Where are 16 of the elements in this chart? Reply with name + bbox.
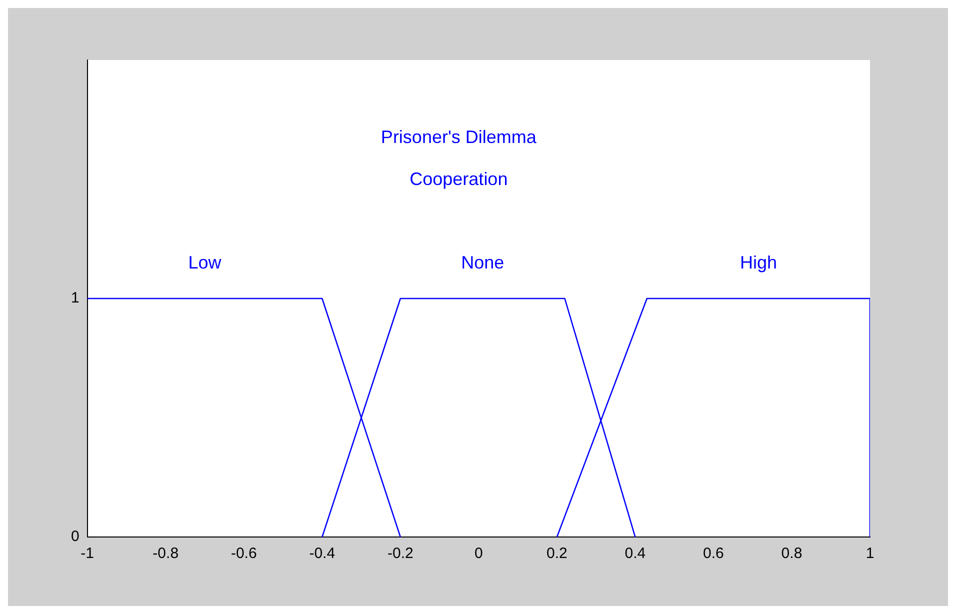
x-tick-label: -0.6 bbox=[230, 545, 257, 562]
x-tick-label: 0.4 bbox=[624, 545, 646, 562]
x-tick-label: -1 bbox=[80, 545, 94, 562]
text: Prisoner's Dilemma bbox=[380, 126, 538, 147]
series-label: High bbox=[740, 252, 777, 272]
text: Cooperation bbox=[410, 168, 508, 189]
x-tick-label: 1 bbox=[866, 545, 874, 562]
x-tick-label: 0 bbox=[474, 545, 483, 562]
x-tick-label: -0.8 bbox=[152, 545, 179, 562]
x-tick-label: -0.4 bbox=[309, 545, 336, 562]
x-tick-label: 0.2 bbox=[546, 545, 568, 562]
series-label: None bbox=[461, 252, 504, 272]
x-tick-label: 0.8 bbox=[781, 545, 802, 562]
series-label: Low bbox=[188, 252, 222, 272]
x-tick-label: -0.2 bbox=[387, 545, 414, 562]
x-tick-label: 0.6 bbox=[703, 545, 724, 562]
